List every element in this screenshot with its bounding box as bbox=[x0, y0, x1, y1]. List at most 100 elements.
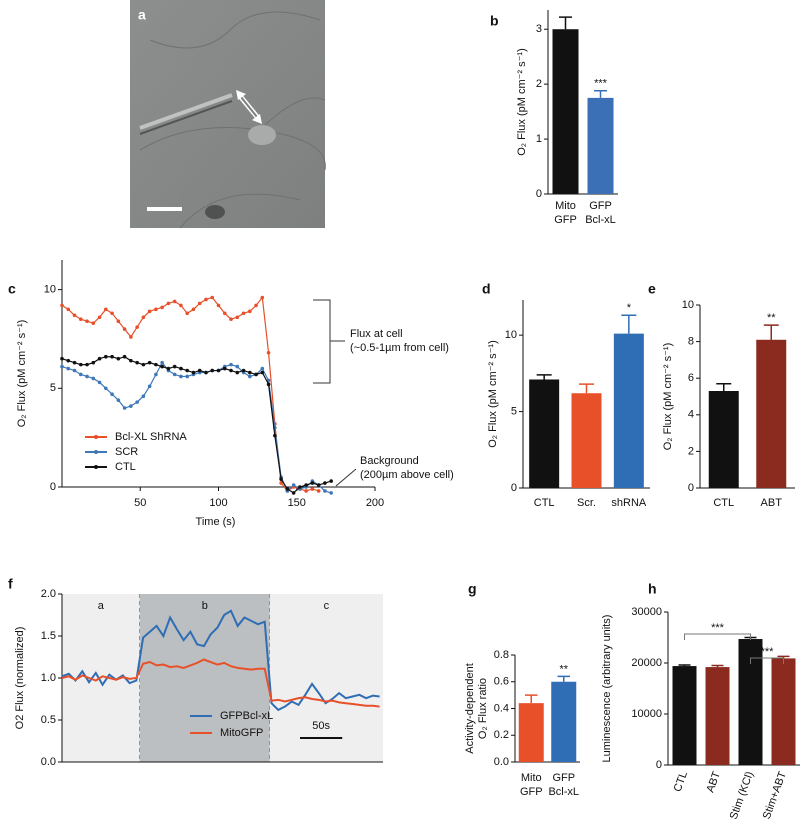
y-tick-label: 0 bbox=[511, 482, 517, 494]
x-tick-label: CTL bbox=[534, 497, 555, 509]
x-tick-label: 200 bbox=[366, 497, 384, 509]
point bbox=[216, 303, 221, 308]
point bbox=[72, 360, 77, 365]
point bbox=[285, 487, 290, 491]
region bbox=[269, 594, 383, 762]
point bbox=[254, 372, 258, 377]
pointer bbox=[335, 468, 357, 487]
point bbox=[235, 370, 240, 375]
point bbox=[85, 319, 89, 323]
point bbox=[197, 368, 202, 373]
series-line bbox=[61, 361, 332, 494]
significance: ** bbox=[767, 312, 776, 324]
point bbox=[291, 491, 296, 495]
region-label: c bbox=[324, 600, 330, 612]
panel-label: e bbox=[648, 281, 656, 297]
error-bar bbox=[763, 324, 779, 340]
panel-label: h bbox=[648, 581, 657, 597]
annotation: (~0.5-1µm from cell) bbox=[350, 342, 449, 354]
point bbox=[141, 362, 146, 367]
bar bbox=[708, 391, 739, 488]
point bbox=[316, 489, 321, 493]
error-bar bbox=[621, 314, 637, 334]
point bbox=[160, 364, 164, 369]
point bbox=[179, 374, 183, 379]
point bbox=[191, 370, 196, 375]
x-tick-label: 150 bbox=[288, 497, 306, 509]
comparison-bracket bbox=[750, 657, 784, 664]
point bbox=[78, 372, 83, 377]
point bbox=[154, 372, 158, 377]
point bbox=[304, 489, 308, 493]
point bbox=[122, 327, 127, 331]
error-bar bbox=[716, 382, 732, 392]
y-tick-label: 0.0 bbox=[494, 756, 509, 768]
point bbox=[179, 366, 183, 371]
point bbox=[66, 307, 71, 312]
region-label: a bbox=[98, 600, 105, 612]
bar bbox=[571, 393, 602, 488]
point bbox=[248, 374, 252, 379]
point bbox=[204, 297, 208, 302]
x-tick-label: GFP bbox=[520, 786, 543, 798]
x-tick-label: ABT bbox=[761, 497, 783, 509]
y-tick-label: 6 bbox=[688, 372, 694, 384]
point bbox=[116, 398, 121, 402]
point bbox=[279, 477, 283, 481]
error-bar bbox=[594, 89, 607, 98]
point bbox=[329, 479, 333, 483]
significance: ** bbox=[559, 663, 568, 675]
error-bar bbox=[711, 664, 724, 668]
point bbox=[110, 354, 114, 359]
series-line bbox=[61, 658, 380, 708]
point bbox=[141, 315, 146, 320]
x-tick-label: GFP bbox=[552, 772, 575, 784]
bar bbox=[518, 703, 544, 762]
point bbox=[279, 481, 283, 485]
point bbox=[298, 485, 302, 489]
point bbox=[147, 309, 152, 314]
annotation: (200µm above cell) bbox=[360, 469, 454, 481]
point bbox=[141, 394, 146, 399]
point bbox=[104, 386, 108, 391]
point bbox=[135, 325, 139, 329]
point bbox=[179, 303, 183, 308]
legend-label: GFPBcl-xL bbox=[220, 710, 273, 722]
y-tick-label: 5 bbox=[511, 405, 517, 417]
point bbox=[91, 321, 96, 325]
point bbox=[222, 366, 227, 371]
y-axis-label: O₂ Flux (pM cm⁻² s⁻¹) bbox=[16, 320, 28, 428]
y-tick-label: 4 bbox=[688, 409, 694, 421]
micrograph bbox=[130, 0, 326, 229]
point bbox=[97, 356, 102, 361]
y-tick-label: 0.4 bbox=[494, 702, 509, 714]
x-tick-label: Bcl-xL bbox=[548, 786, 579, 798]
point bbox=[135, 400, 139, 404]
point bbox=[104, 307, 108, 312]
point bbox=[147, 384, 152, 389]
y-tick-label: 0.8 bbox=[494, 649, 509, 661]
y-tick-label: 20000 bbox=[631, 657, 662, 669]
point bbox=[116, 356, 121, 361]
point bbox=[248, 309, 252, 314]
point bbox=[266, 382, 271, 387]
bar bbox=[705, 667, 730, 765]
error-bar bbox=[536, 374, 552, 380]
point bbox=[60, 303, 64, 308]
significance: * bbox=[627, 302, 632, 314]
x-tick-label: Stim+ABT bbox=[761, 770, 789, 821]
point bbox=[85, 374, 89, 379]
x-tick-label: shRNA bbox=[611, 497, 647, 509]
error-bar bbox=[579, 383, 594, 394]
point bbox=[172, 364, 177, 369]
annotation: Background bbox=[360, 455, 419, 467]
point bbox=[166, 366, 171, 371]
y-axis-label: O₂ Flux (pM cm⁻² s⁻¹) bbox=[662, 343, 674, 451]
point bbox=[110, 311, 114, 316]
error-bar bbox=[678, 664, 691, 667]
comparison-bracket bbox=[684, 633, 751, 640]
x-tick-label: 50 bbox=[134, 497, 146, 509]
point bbox=[248, 370, 252, 375]
legend-label: MitoGFP bbox=[220, 727, 263, 739]
error-bar bbox=[559, 16, 572, 30]
